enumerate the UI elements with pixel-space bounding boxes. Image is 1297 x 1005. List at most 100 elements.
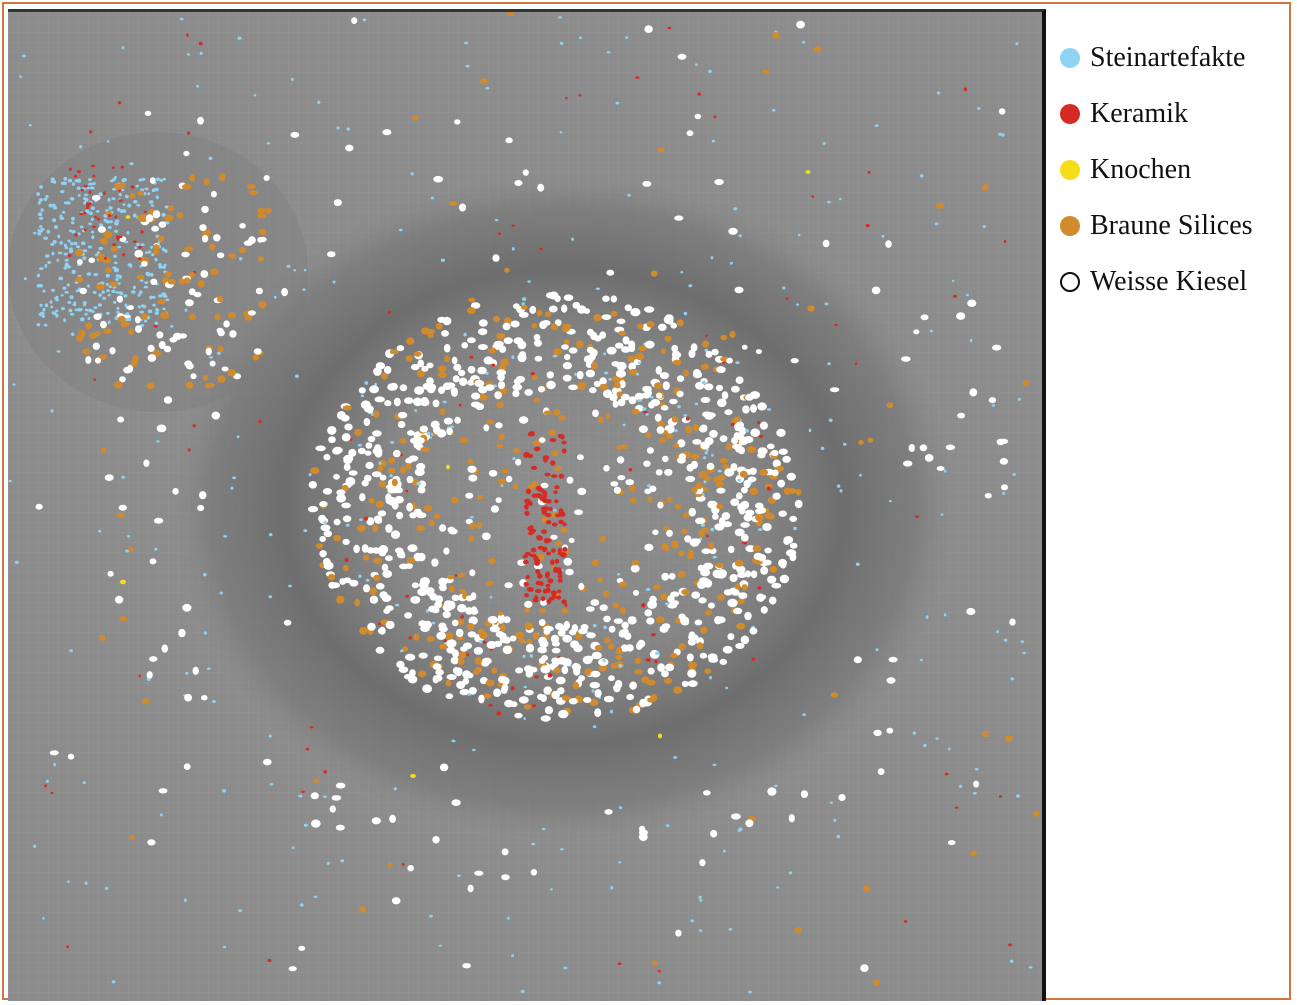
brown-flint-find <box>807 305 815 312</box>
stone-artefact-find <box>44 263 48 268</box>
white-pebble-find <box>435 669 444 676</box>
white-pebble-find <box>426 377 434 385</box>
brown-flint-find <box>75 276 84 283</box>
ceramic-find <box>546 499 552 504</box>
ceramic-find <box>510 686 515 691</box>
white-pebble-find <box>945 444 956 451</box>
white-pebble-find <box>523 689 534 696</box>
ceramic-find <box>258 419 263 423</box>
ceramic-find <box>66 945 69 949</box>
white-pebble-find <box>562 634 573 643</box>
stone-artefact-find <box>98 293 102 297</box>
ceramic-find <box>645 658 651 662</box>
stone-artefact-find <box>618 861 622 864</box>
stone-artefact-find <box>77 307 82 312</box>
white-pebble-find <box>738 446 745 455</box>
white-pebble-find <box>635 642 643 650</box>
stone-artefact-find <box>155 308 160 312</box>
stone-artefact-find <box>467 693 471 696</box>
white-pebble-find <box>735 376 744 385</box>
stone-artefact-find <box>87 284 90 288</box>
white-pebble-find <box>632 705 641 714</box>
white-pebble-find <box>853 656 862 664</box>
stone-artefact-find <box>943 613 947 617</box>
white-pebble-find <box>310 819 321 828</box>
white-pebble-find <box>453 363 462 372</box>
brown-flint-find <box>313 778 319 784</box>
white-pebble-find <box>485 384 495 391</box>
stone-artefact-find <box>129 162 134 166</box>
white-pebble-find <box>185 299 194 307</box>
white-pebble-find <box>537 183 545 192</box>
ceramic-find <box>92 225 96 228</box>
brown-flint-find <box>449 585 456 593</box>
excavation-plan <box>8 9 1046 1001</box>
ceramic-find <box>543 538 551 544</box>
white-pebble-find <box>694 113 702 120</box>
brown-flint-find <box>982 184 989 191</box>
white-pebble-find <box>442 611 451 619</box>
brown-flint-find <box>102 257 112 264</box>
white-pebble-find <box>734 528 745 537</box>
brown-flint-find <box>576 340 584 349</box>
stone-artefact-find <box>378 461 382 465</box>
stone-artefact-find <box>511 355 515 359</box>
white-pebble-find <box>377 627 386 635</box>
white-pebble-find <box>786 472 796 481</box>
brown-flint-find <box>659 437 667 443</box>
white-pebble-find <box>779 574 790 584</box>
white-pebble-find <box>731 813 741 820</box>
white-pebble-find <box>433 655 443 662</box>
stone-artefact-find <box>69 649 73 653</box>
white-pebble-find <box>714 178 724 186</box>
stone-artefact-find <box>313 895 318 898</box>
stone-artefact-find <box>23 277 27 281</box>
white-pebble-find <box>764 547 772 554</box>
white-pebble-find <box>647 667 655 675</box>
stone-artefact-find <box>107 197 111 202</box>
stone-artefact-find <box>959 784 963 789</box>
white-pebble-find <box>372 547 380 554</box>
brown-flint-find <box>328 573 335 581</box>
brown-flint-find <box>336 595 345 604</box>
brown-flint-find <box>416 525 426 532</box>
white-pebble-find <box>109 347 116 355</box>
stone-artefact-find <box>67 178 73 183</box>
white-pebble-find <box>147 354 157 362</box>
white-pebble-find <box>690 460 699 469</box>
ceramic-find <box>705 334 708 338</box>
ceramic-find <box>550 548 556 553</box>
ceramic-find <box>578 94 582 97</box>
stone-artefact-find <box>71 269 76 274</box>
ceramic-find <box>553 499 559 504</box>
white-pebble-find <box>755 508 764 515</box>
brown-flint-find <box>610 662 619 669</box>
white-pebble-find <box>782 455 791 463</box>
ceramic-find <box>387 310 392 314</box>
white-pebble-find <box>613 618 624 624</box>
brown-flint-find <box>130 359 138 367</box>
stone-artefact-find <box>115 274 120 278</box>
stone-artefact-find <box>531 842 536 846</box>
white-pebble-find <box>127 305 134 311</box>
stone-artefact-find <box>152 303 156 307</box>
stone-artefact-find <box>489 595 493 599</box>
ceramic-find <box>88 190 92 194</box>
ceramic-find <box>558 473 565 479</box>
brown-flint-find <box>506 12 514 17</box>
white-pebble-find <box>719 435 728 443</box>
brown-flint-find <box>98 354 107 360</box>
white-pebble-find <box>504 699 514 708</box>
white-pebble-find <box>474 379 485 388</box>
white-pebble-find <box>328 436 336 444</box>
white-pebble-find <box>762 523 772 531</box>
white-pebble-find <box>505 137 513 144</box>
stone-artefact-find <box>223 535 228 538</box>
stone-artefact-find <box>358 574 362 578</box>
brown-flint-find <box>110 246 117 252</box>
brown-flint-find <box>761 69 770 75</box>
white-pebble-find <box>727 598 738 608</box>
stone-artefact-find <box>93 273 99 277</box>
brown-flint-find <box>497 478 506 485</box>
stone-artefact-find <box>98 529 102 533</box>
